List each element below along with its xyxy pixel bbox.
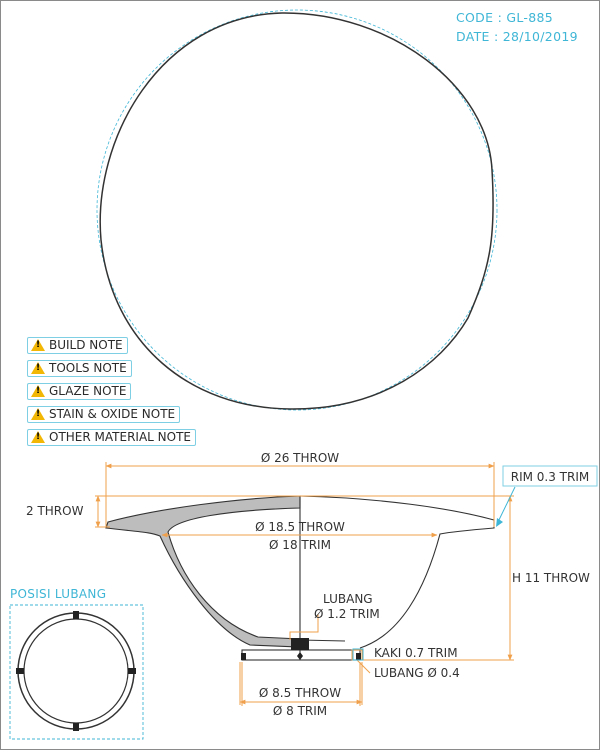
note-label: TOOLS NOTE bbox=[49, 360, 127, 375]
lubang-size-label: Ø 1.2 TRIM bbox=[314, 607, 380, 621]
warning-icon bbox=[31, 431, 45, 443]
kaki-label: KAKI 0.7 TRIM bbox=[374, 646, 458, 660]
plan-outline bbox=[99, 12, 494, 410]
throw-8-5-label: Ø 8.5 THROW bbox=[259, 686, 341, 700]
warning-icon bbox=[31, 385, 45, 397]
note-label: OTHER MATERIAL NOTE bbox=[49, 429, 191, 444]
rim-label: RIM 0.3 TRIM bbox=[511, 470, 590, 484]
throw-26-label: Ø 26 THROW bbox=[261, 451, 339, 465]
plan-reference-circle bbox=[96, 9, 498, 411]
foot-left-block bbox=[241, 653, 246, 660]
note-other-material[interactable]: OTHER MATERIAL NOTE bbox=[27, 428, 196, 446]
dimension-lines bbox=[95, 462, 514, 706]
lubang-04-label: LUBANG Ø 0.4 bbox=[374, 666, 460, 680]
date-label: DATE : 28/10/2019 bbox=[456, 29, 578, 44]
throw-2-label: 2 THROW bbox=[26, 504, 84, 518]
posisi-lubang-title: POSISI LUBANG bbox=[10, 587, 107, 601]
notes-list: BUILD NOTE TOOLS NOTE GLAZE NOTE STAIN &… bbox=[27, 336, 227, 451]
note-label: STAIN & OXIDE NOTE bbox=[49, 406, 176, 421]
foot-right-block bbox=[356, 653, 361, 660]
note-label: GLAZE NOTE bbox=[49, 383, 127, 398]
warning-icon bbox=[31, 339, 45, 351]
section-outline-right bbox=[299, 495, 495, 649]
note-label: BUILD NOTE bbox=[49, 337, 123, 352]
lubang-title: LUBANG bbox=[323, 592, 373, 606]
rim-callout bbox=[352, 465, 598, 661]
note-tools[interactable]: TOOLS NOTE bbox=[27, 359, 132, 377]
note-glaze[interactable]: GLAZE NOTE bbox=[27, 382, 132, 400]
code-label: CODE : GL-885 bbox=[456, 10, 553, 25]
posisi-lubang-detail bbox=[9, 604, 144, 740]
drain-hole-block bbox=[291, 638, 309, 650]
title-block: CODE : GL-885 DATE : 28/10/2019 bbox=[456, 8, 578, 46]
note-stain-oxide[interactable]: STAIN & OXIDE NOTE bbox=[27, 405, 181, 423]
plan-view bbox=[96, 9, 498, 411]
warning-icon bbox=[31, 362, 45, 374]
height-11-label: H 11 THROW bbox=[512, 571, 590, 585]
throw-18-5-label: Ø 18.5 THROW bbox=[255, 520, 345, 534]
bowl-section bbox=[105, 495, 495, 661]
section-fill-left bbox=[105, 495, 301, 648]
trim-8-label: Ø 8 TRIM bbox=[273, 704, 327, 718]
note-build[interactable]: BUILD NOTE bbox=[27, 336, 128, 354]
warning-icon bbox=[31, 408, 45, 420]
trim-18-label: Ø 18 TRIM bbox=[269, 538, 331, 552]
